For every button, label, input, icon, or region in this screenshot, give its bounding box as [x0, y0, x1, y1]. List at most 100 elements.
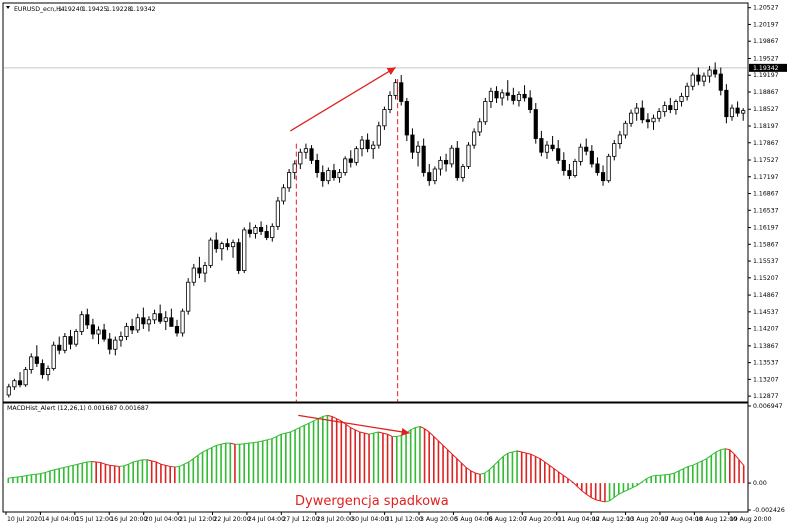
macd-outline	[387, 433, 393, 437]
candle-body	[90, 324, 95, 335]
macd-title: MACDHist_Alert (12,26,1) 0.001687 0.0016…	[7, 405, 149, 412]
price-arrow-head	[386, 67, 396, 76]
candle-body	[651, 117, 656, 123]
candle-body	[511, 94, 516, 101]
macd-outline	[738, 459, 745, 466]
price-tick-label: 1.16537	[753, 207, 779, 214]
candle-body	[522, 93, 527, 99]
macd-outline	[128, 461, 134, 465]
macd-outline	[165, 464, 171, 467]
macd-outline	[68, 464, 74, 467]
macd-outline	[711, 451, 717, 456]
macd-outline	[72, 463, 78, 466]
macd-outline	[183, 461, 189, 465]
macd-outline	[281, 432, 286, 435]
candle-body	[455, 147, 460, 179]
macd-outline	[230, 442, 236, 445]
price-tick-label: 1.14537	[753, 309, 779, 316]
macd-tick-label: -0.002426	[753, 507, 785, 514]
price-tick-label: 1.14207	[753, 326, 779, 333]
candle-body	[612, 143, 617, 157]
candle-body	[685, 85, 690, 97]
price-tick-label: 1.15867	[753, 241, 779, 248]
macd-outline	[493, 460, 499, 466]
macd-outline	[549, 464, 555, 470]
macd-outline	[364, 432, 370, 435]
candle-body	[466, 144, 471, 167]
macd-outline	[137, 459, 143, 462]
candle-body	[337, 172, 342, 179]
macd-outline	[553, 468, 559, 473]
candle-body	[696, 74, 701, 82]
macd-outline	[100, 462, 106, 465]
macd-outline	[526, 452, 532, 455]
macd-outline	[40, 472, 46, 475]
macd-outline	[581, 490, 587, 495]
macd-outline	[96, 461, 101, 464]
macd-outline	[202, 449, 208, 453]
price-tick-label: 1.12877	[753, 393, 779, 400]
macd-outline	[119, 465, 124, 467]
candle-body	[303, 148, 309, 153]
macd-outline	[651, 474, 656, 477]
macd-outline	[428, 431, 435, 437]
macd-outline	[632, 484, 638, 488]
macd-outline	[623, 489, 629, 493]
candle-body	[376, 125, 381, 146]
price-tick-label: 1.17527	[753, 157, 779, 164]
candle-body	[264, 231, 269, 238]
candle-body	[572, 160, 578, 177]
macd-outline	[253, 441, 259, 444]
candle-body	[275, 200, 280, 227]
candle-body	[57, 344, 62, 351]
macd-outline	[641, 478, 647, 483]
candle-body	[225, 243, 230, 248]
macd-outline	[368, 432, 374, 435]
candle-body	[331, 170, 337, 179]
macd-outline	[410, 427, 416, 431]
macd-outline	[193, 454, 199, 460]
candle-body	[258, 226, 264, 232]
candle-body	[287, 172, 292, 189]
time-tick-label: 12 Aug 12:00	[592, 516, 634, 523]
macd-outline	[220, 442, 226, 445]
price-panel-frame	[2, 2, 749, 403]
macd-outline	[396, 434, 402, 437]
price-tick-label: 1.15537	[753, 258, 779, 265]
time-tick-label: 30 Jul 04:00	[351, 516, 388, 523]
candle-body	[690, 74, 695, 87]
macd-outline	[211, 444, 217, 449]
macd-outline	[197, 451, 203, 456]
candle-body	[399, 82, 404, 102]
macd-outline	[8, 477, 13, 479]
candle-body	[505, 92, 510, 96]
candle-body	[477, 121, 482, 133]
candle-body	[668, 105, 673, 110]
candle-body	[96, 329, 101, 335]
candle-body	[724, 89, 729, 118]
price-tick-label: 1.19867	[753, 38, 779, 45]
candle-body	[550, 144, 555, 150]
candle-body	[186, 281, 191, 312]
macd-outline	[613, 493, 620, 498]
symbol-dropdown-icon[interactable]	[6, 6, 10, 9]
macd-outline	[331, 416, 337, 420]
candle-body	[404, 101, 409, 136]
macd-outline	[244, 442, 249, 445]
macd-outline	[26, 474, 32, 477]
macd-outline	[586, 493, 592, 498]
candle-body	[533, 109, 538, 139]
candle-body	[348, 158, 353, 163]
macd-outline	[294, 427, 300, 431]
macd-outline	[378, 431, 384, 434]
candle-body	[438, 159, 443, 170]
candle-body	[595, 163, 600, 173]
macd-outline	[160, 463, 166, 466]
candle-body	[443, 159, 449, 165]
macd-outline	[516, 450, 522, 453]
candle-body	[343, 158, 348, 173]
macd-outline	[600, 500, 606, 503]
candle-body	[23, 369, 28, 386]
macd-outline	[45, 470, 51, 474]
macd-outline	[31, 473, 37, 476]
